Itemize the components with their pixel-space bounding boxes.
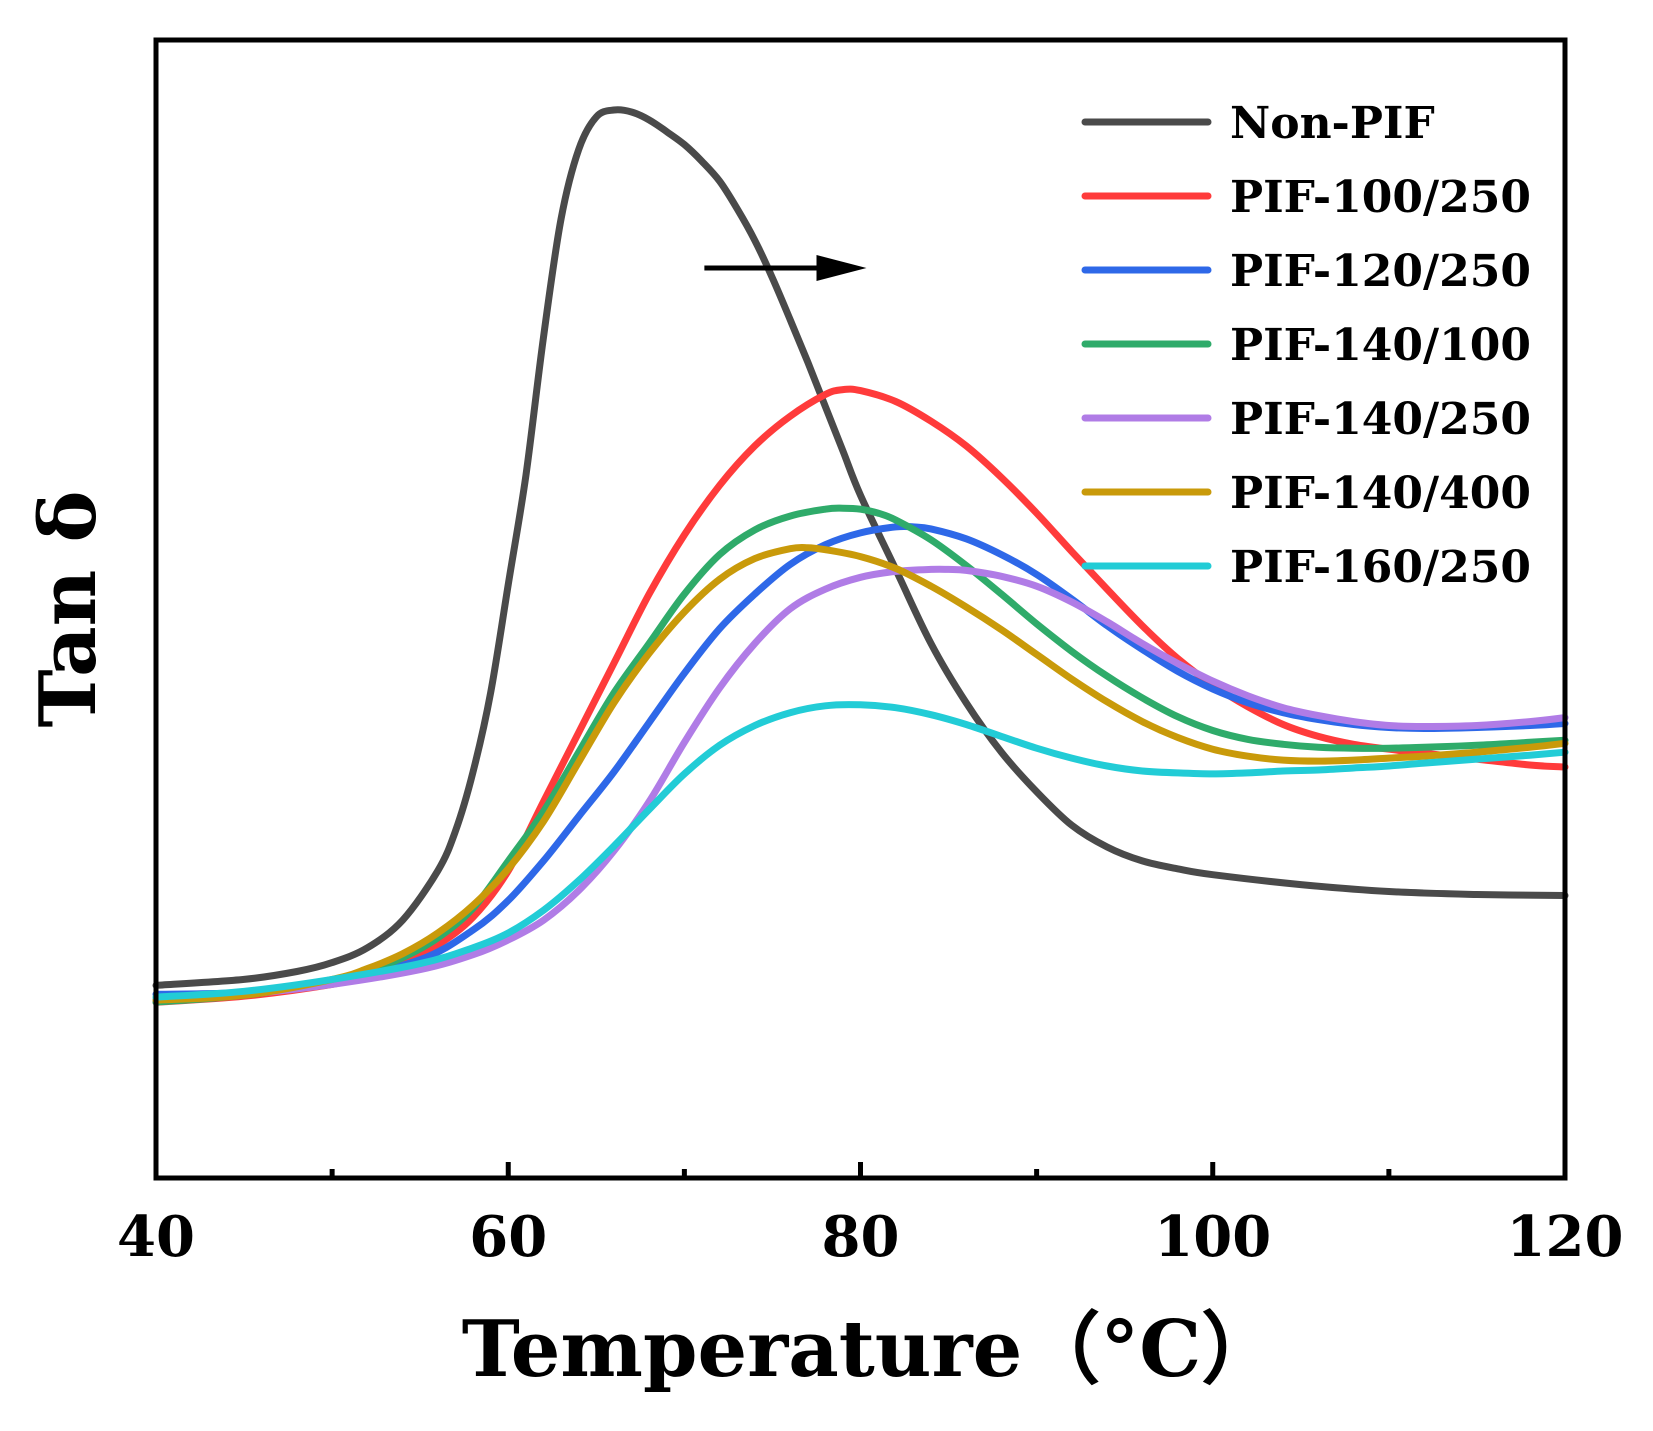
legend-label-pif-120-250: PIF-120/250	[1230, 246, 1531, 297]
series-line-pif-140-250	[152, 565, 1569, 1003]
series-line-pif-140-400	[152, 543, 1569, 1004]
series-line-pif-100-250	[152, 385, 1569, 1006]
x-axis-ticks: 40 60 80 100 120	[117, 1162, 1623, 1270]
series-line-pif-160-250	[152, 701, 1569, 1001]
x-tick-label-40: 40	[117, 1204, 195, 1270]
x-tick-label-100: 100	[1154, 1204, 1271, 1270]
legend-label-pif-160-250: PIF-160/250	[1230, 542, 1531, 593]
x-axis-label: Temperature（°C）	[462, 1304, 1280, 1395]
x-tick-label-60: 60	[469, 1204, 547, 1270]
legend-label-non-pif: Non-PIF	[1230, 98, 1435, 149]
legend-label-pif-100-250: PIF-100/250	[1230, 172, 1531, 223]
y-axis-label: Tan δ	[23, 490, 114, 727]
series-line-non-pif	[152, 106, 1569, 989]
arrow-head	[816, 255, 867, 281]
legend-label-pif-140-400: PIF-140/400	[1230, 468, 1531, 519]
x-tick-label-80: 80	[822, 1204, 900, 1270]
annotation-arrow	[704, 255, 867, 281]
legend: Non-PIF PIF-100/250 PIF-120/250 PIF-140/100…	[1081, 98, 1531, 593]
legend-label-pif-140-100: PIF-140/100	[1230, 320, 1531, 371]
x-tick-label-120: 120	[1507, 1204, 1624, 1270]
series-layer	[152, 106, 1569, 1006]
legend-label-pif-140-250: PIF-140/250	[1230, 394, 1531, 445]
